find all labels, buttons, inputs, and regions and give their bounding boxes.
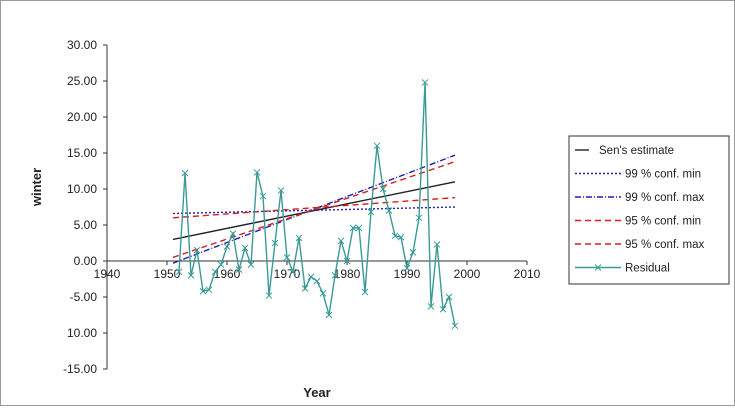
y-tick-label: 30.00 bbox=[67, 38, 97, 52]
x-tick-label: 1940 bbox=[94, 267, 121, 281]
y-tick-label: 0.00 bbox=[74, 254, 98, 268]
residual-marker bbox=[307, 273, 315, 281]
residual-marker bbox=[271, 239, 279, 247]
y-tick-label: -15.00 bbox=[63, 362, 97, 376]
residual-marker bbox=[313, 277, 321, 285]
residual-marker bbox=[199, 287, 207, 295]
residual-marker bbox=[367, 208, 375, 216]
residual-marker bbox=[451, 322, 459, 330]
residual-marker bbox=[415, 214, 423, 222]
x-tick-label: 1960 bbox=[214, 267, 241, 281]
legend-box bbox=[568, 135, 730, 285]
residual-marker bbox=[289, 268, 297, 276]
residual-marker bbox=[433, 241, 441, 248]
legend-label-2: 99 % conf. max bbox=[625, 192, 705, 204]
series-line-4 bbox=[172, 160, 456, 259]
residual-marker bbox=[343, 257, 351, 265]
residual-marker bbox=[409, 249, 417, 256]
legend-label-5: Residual bbox=[625, 263, 670, 275]
residual-marker bbox=[397, 233, 405, 241]
series-line-2 bbox=[172, 154, 456, 264]
residual-marker bbox=[259, 192, 267, 200]
x-tick-label: 1970 bbox=[274, 267, 301, 281]
x-tick-label: 1980 bbox=[334, 267, 361, 281]
x-tick-label: 2000 bbox=[454, 267, 481, 281]
x-tick-label: 1950 bbox=[154, 267, 181, 281]
residual-marker bbox=[283, 254, 291, 261]
residual-marker bbox=[301, 285, 309, 292]
residual-marker bbox=[193, 246, 201, 254]
residual-marker bbox=[223, 243, 231, 250]
residual-marker bbox=[355, 224, 363, 232]
residual-marker bbox=[319, 290, 327, 297]
residual-marker bbox=[205, 286, 213, 294]
residual-marker bbox=[337, 237, 345, 245]
y-tick-label: 10.00 bbox=[67, 182, 97, 196]
residual-marker bbox=[181, 169, 189, 177]
legend-label-4: 95 % conf. max bbox=[625, 239, 705, 251]
legend-label-0: Sen's estimate bbox=[599, 145, 674, 157]
residual-marker bbox=[391, 232, 399, 240]
legend-layer: Sen's estimate 99 % conf. min 99 % conf. m… bbox=[568, 135, 730, 285]
residual-marker bbox=[349, 224, 357, 232]
residual-marker bbox=[235, 266, 243, 273]
y-tick-label: 20.00 bbox=[67, 110, 97, 124]
axes-layer: 30.00 25.00 20.00 15.00 10.00 5.00 0.00 -5.00 10… bbox=[29, 38, 541, 400]
residual-marker bbox=[247, 261, 255, 268]
residual-marker bbox=[379, 185, 387, 193]
legend-marker bbox=[594, 264, 602, 271]
series-line-5 bbox=[178, 82, 456, 326]
residual-marker bbox=[403, 264, 411, 272]
residual-marker bbox=[439, 305, 447, 313]
residual-marker bbox=[229, 230, 237, 237]
series-line-3 bbox=[172, 196, 456, 219]
residual-marker bbox=[253, 169, 261, 176]
residual-marker bbox=[211, 268, 219, 276]
residual-marker bbox=[421, 79, 429, 86]
y-tick-label: 25.00 bbox=[67, 74, 97, 88]
residual-marker bbox=[325, 311, 333, 319]
residual-marker bbox=[373, 142, 381, 150]
residual-marker bbox=[361, 288, 369, 296]
residual-marker bbox=[295, 234, 303, 242]
series-line-1 bbox=[172, 206, 456, 215]
residual-marker bbox=[331, 272, 339, 279]
residual-marker bbox=[241, 244, 249, 252]
x-axis-title: Year bbox=[303, 385, 330, 400]
residual-marker bbox=[217, 261, 225, 268]
y-tick-label: 10.00 bbox=[67, 326, 97, 340]
y-tick-label: 5.00 bbox=[74, 218, 98, 232]
residual-marker bbox=[265, 292, 273, 299]
x-tick-label: 2010 bbox=[514, 267, 541, 281]
legend-label-3: 95 % conf. min bbox=[625, 216, 701, 228]
x-tick-label: 1990 bbox=[394, 267, 421, 281]
series-layer bbox=[172, 79, 459, 330]
residual-marker bbox=[277, 187, 285, 194]
y-axis-title: winter bbox=[29, 168, 44, 207]
y-tick-label: -5.00 bbox=[70, 290, 98, 304]
residual-marker bbox=[187, 272, 195, 279]
y-tick-label: 15.00 bbox=[67, 146, 97, 160]
residual-marker bbox=[445, 293, 453, 301]
legend-label-1: 99 % conf. min bbox=[625, 169, 701, 181]
residual-marker bbox=[175, 268, 183, 276]
residual-marker bbox=[385, 207, 393, 214]
residual-marker bbox=[427, 303, 435, 310]
